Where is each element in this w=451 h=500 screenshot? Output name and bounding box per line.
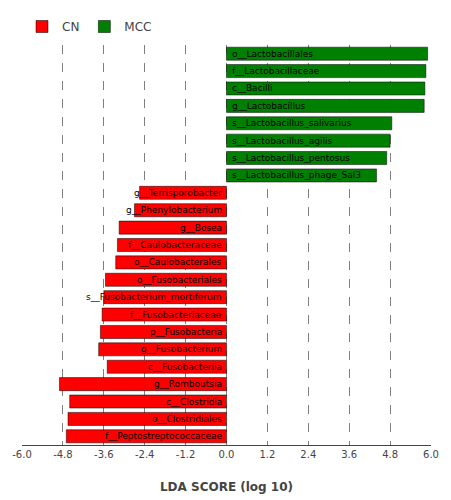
svg-text:f__Peptostreptococcaceae: f__Peptostreptococcaceae [105,431,222,441]
svg-text:0.0: 0.0 [219,449,235,460]
svg-text:s__Lactobacillus_agilis: s__Lactobacillus_agilis [232,136,333,146]
svg-text:MCC: MCC [124,20,151,34]
svg-text:-1.2: -1.2 [176,449,196,460]
svg-text:c__Bacilli: c__Bacilli [232,83,273,93]
svg-text:p__Fusobacteria: p__Fusobacteria [150,327,222,337]
svg-text:-2.4: -2.4 [135,449,155,460]
svg-text:-4.8: -4.8 [53,449,73,460]
svg-text:3.6: 3.6 [341,449,357,460]
svg-text:1.2: 1.2 [259,449,275,460]
svg-text:6.0: 6.0 [423,449,439,460]
svg-text:c__Clostridia: c__Clostridia [166,397,222,407]
svg-text:-3.6: -3.6 [94,449,114,460]
svg-text:4.8: 4.8 [382,449,398,460]
svg-text:g__Phenylobacterium: g__Phenylobacterium [126,205,222,215]
svg-text:g__Lactobacillus: g__Lactobacillus [232,101,306,111]
svg-text:g__Terrisporobacter: g__Terrisporobacter [134,188,222,198]
svg-text:s__Lactobacillus_pentosus: s__Lactobacillus_pentosus [232,153,350,163]
svg-text:2.4: 2.4 [300,449,316,460]
svg-text:o__Fusobacteriales: o__Fusobacteriales [137,275,222,285]
svg-text:s__Lactobacillus_salivarius: s__Lactobacillus_salivarius [232,118,352,128]
svg-text:g__Fusobacterium: g__Fusobacterium [141,344,222,354]
svg-text:LDA SCORE (log 10): LDA SCORE (log 10) [160,480,293,494]
svg-text:c__Fusobacteriia: c__Fusobacteriia [148,362,222,372]
svg-text:f__Fusobacteriaceae: f__Fusobacteriaceae [130,310,222,320]
svg-text:s__Fusobacterium_mortiferum: s__Fusobacterium_mortiferum [86,292,222,302]
svg-text:s__Lactobacillus_phage_Sal3: s__Lactobacillus_phage_Sal3 [232,170,361,180]
svg-text:f__Lactobacillaceae: f__Lactobacillaceae [232,66,320,76]
svg-text:o__Lactobacillales: o__Lactobacillales [232,49,313,59]
svg-text:o__Caulobacterales: o__Caulobacterales [134,257,222,267]
svg-text:o__Clostridiales: o__Clostridiales [152,414,222,424]
svg-text:g__Romboutsia: g__Romboutsia [154,379,222,389]
svg-text:g__Bosea: g__Bosea [180,223,222,233]
svg-text:CN: CN [62,20,79,34]
svg-text:f__Caulobacteraceae: f__Caulobacteraceae [128,240,222,250]
svg-text:-6.0: -6.0 [12,449,32,460]
